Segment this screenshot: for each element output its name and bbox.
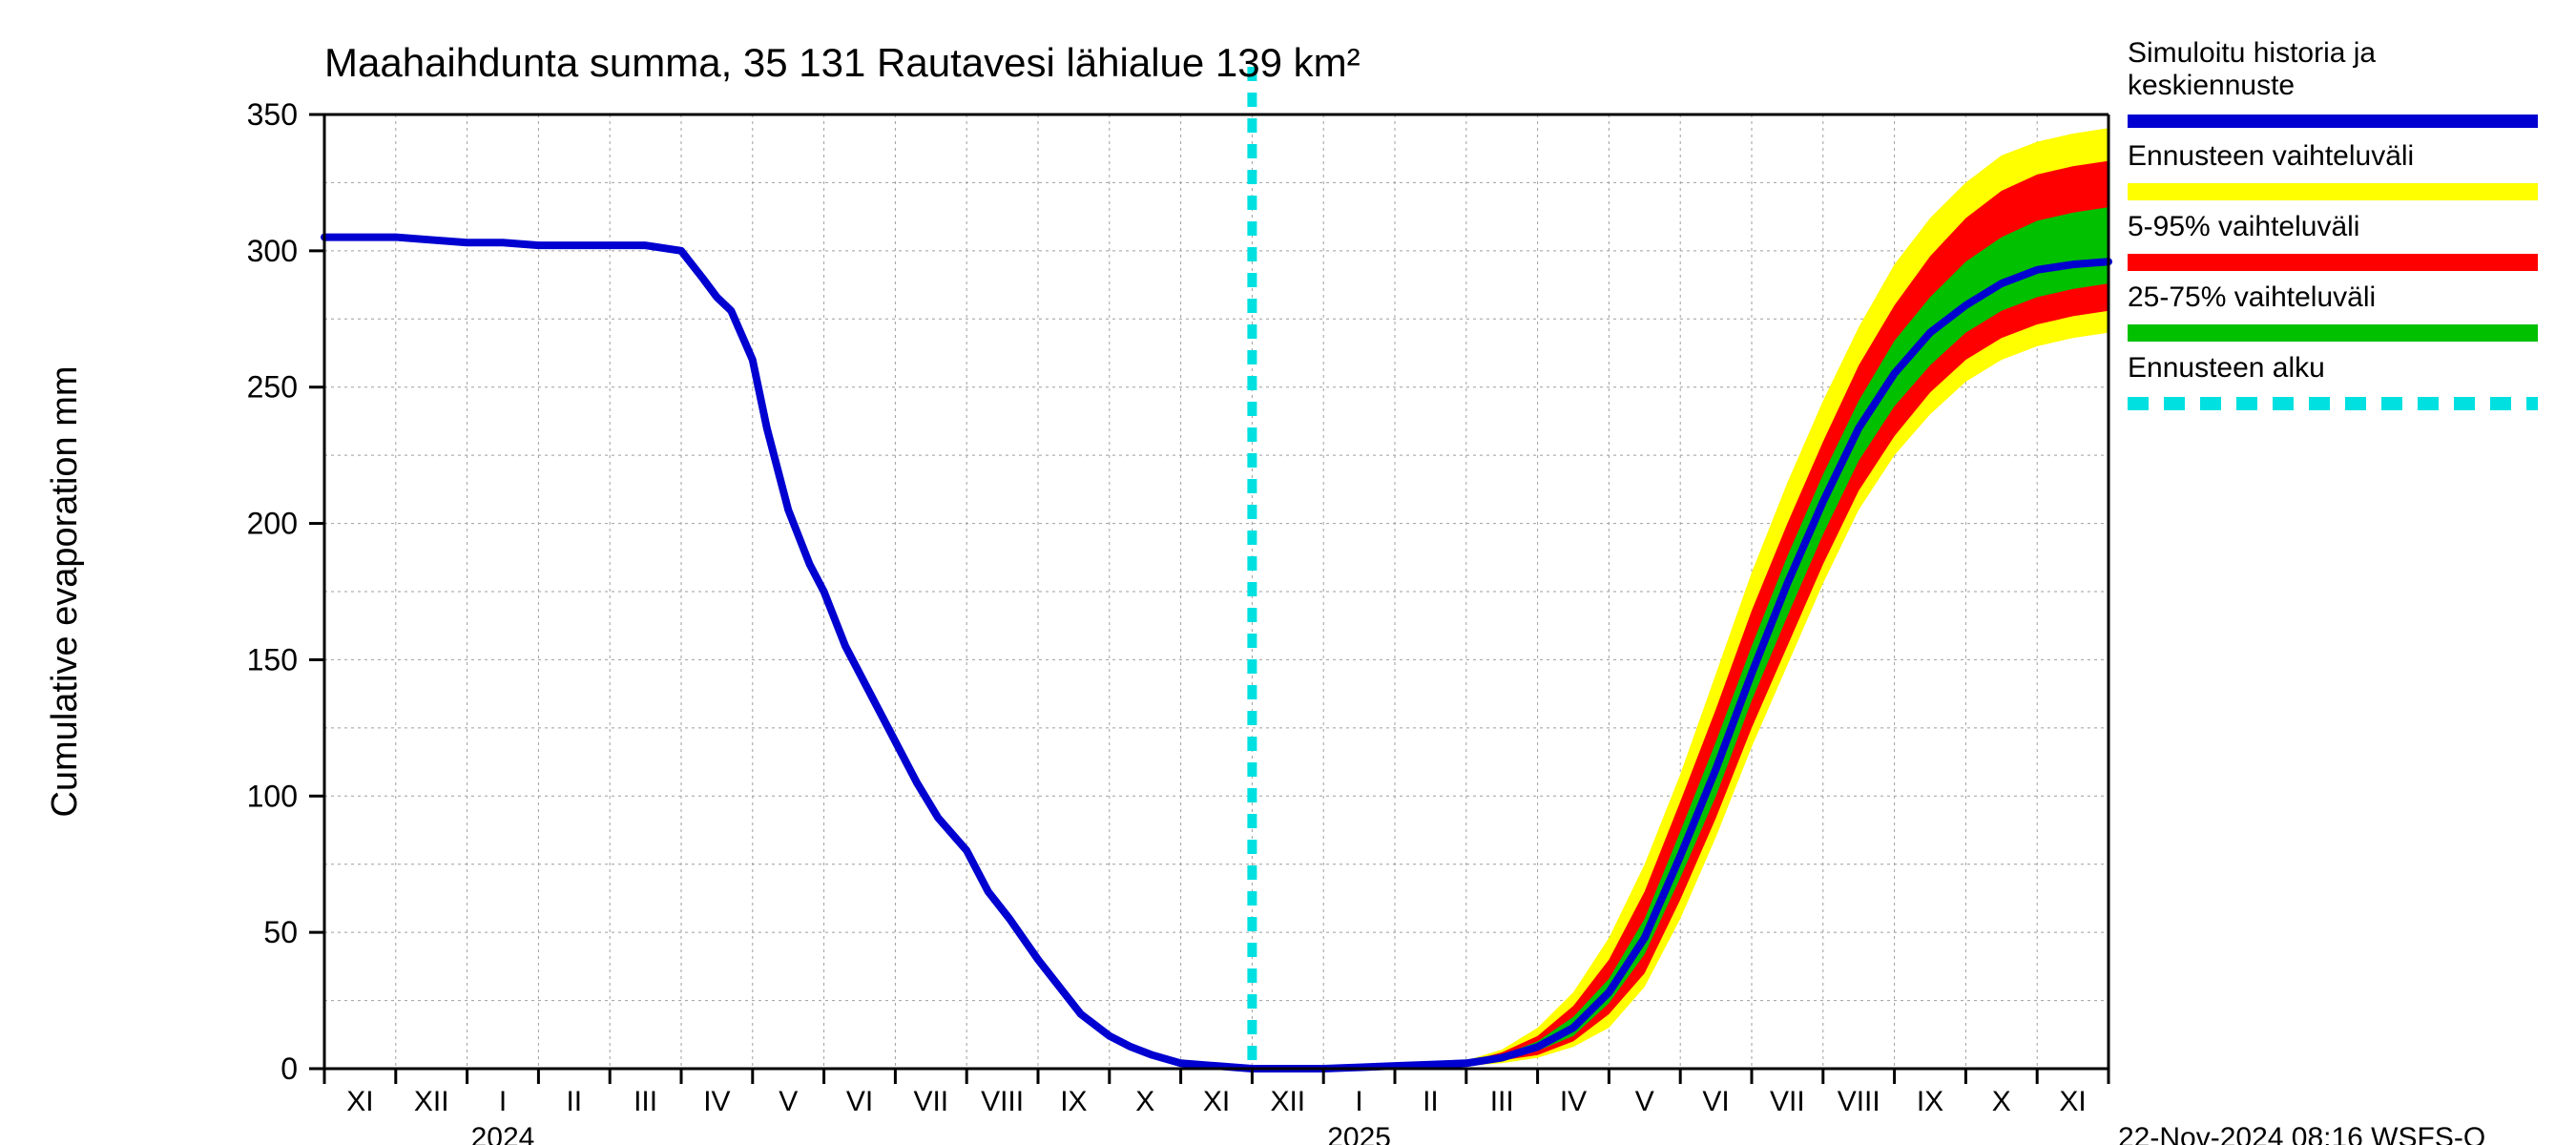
y-axis-label: Cumulative evaporation mm	[45, 365, 85, 817]
legend-label: 5-95% vaihteluväli	[2128, 211, 2359, 242]
evaporation-chart: 050100150200250300350XIXIIIIIIIIIVVVIVII…	[0, 0, 2576, 1145]
x-month-label: IX	[1917, 1086, 1943, 1117]
x-month-label: II	[566, 1086, 582, 1117]
y-tick-label: 200	[247, 507, 298, 541]
x-month-label: I	[499, 1086, 507, 1117]
x-month-label: III	[1490, 1086, 1514, 1117]
x-month-label: VII	[913, 1086, 948, 1117]
x-month-label: I	[1355, 1086, 1362, 1117]
y-tick-label: 300	[247, 234, 298, 268]
x-month-label: XI	[1203, 1086, 1230, 1117]
chart-title: Maahaihdunta summa, 35 131 Rautavesi läh…	[324, 40, 1361, 85]
x-month-label: XII	[414, 1086, 449, 1117]
x-month-label: VIII	[1838, 1086, 1880, 1117]
x-month-label: VI	[846, 1086, 873, 1117]
x-month-label: II	[1423, 1086, 1439, 1117]
x-month-label: III	[634, 1086, 657, 1117]
x-month-label: VIII	[981, 1086, 1024, 1117]
x-month-label: XI	[2059, 1086, 2086, 1117]
x-month-label: VI	[1702, 1086, 1729, 1117]
y-tick-label: 150	[247, 642, 298, 677]
y-tick-label: 100	[247, 779, 298, 813]
legend-label: 25-75% vaihteluväli	[2128, 281, 2376, 313]
x-month-label: IV	[1560, 1086, 1587, 1117]
x-month-label: X	[1135, 1086, 1154, 1117]
legend-label: Ennusteen alku	[2128, 352, 2325, 384]
legend-swatch	[2128, 183, 2538, 200]
legend-label: Ennusteen vaihteluväli	[2128, 140, 2414, 172]
legend-swatch	[2128, 254, 2538, 271]
y-tick-label: 250	[247, 370, 298, 405]
x-month-label: XI	[346, 1086, 373, 1117]
legend-swatch	[2128, 324, 2538, 342]
y-tick-label: 0	[280, 1051, 298, 1086]
x-month-label: V	[1635, 1086, 1654, 1117]
x-month-label: V	[779, 1086, 798, 1117]
footer-timestamp: 22-Nov-2024 08:16 WSFS-O	[2118, 1122, 2485, 1145]
x-month-label: VII	[1770, 1086, 1805, 1117]
legend-label: keskiennuste	[2128, 70, 2295, 101]
legend-label: Simuloitu historia ja	[2128, 37, 2376, 69]
y-tick-label: 350	[247, 97, 298, 132]
x-month-label: IV	[703, 1086, 730, 1117]
x-year-label: 2025	[1327, 1122, 1391, 1145]
x-month-label: XII	[1270, 1086, 1305, 1117]
x-month-label: IX	[1060, 1086, 1087, 1117]
x-month-label: X	[1992, 1086, 2011, 1117]
y-tick-label: 50	[263, 915, 298, 949]
x-year-label: 2024	[471, 1122, 535, 1145]
